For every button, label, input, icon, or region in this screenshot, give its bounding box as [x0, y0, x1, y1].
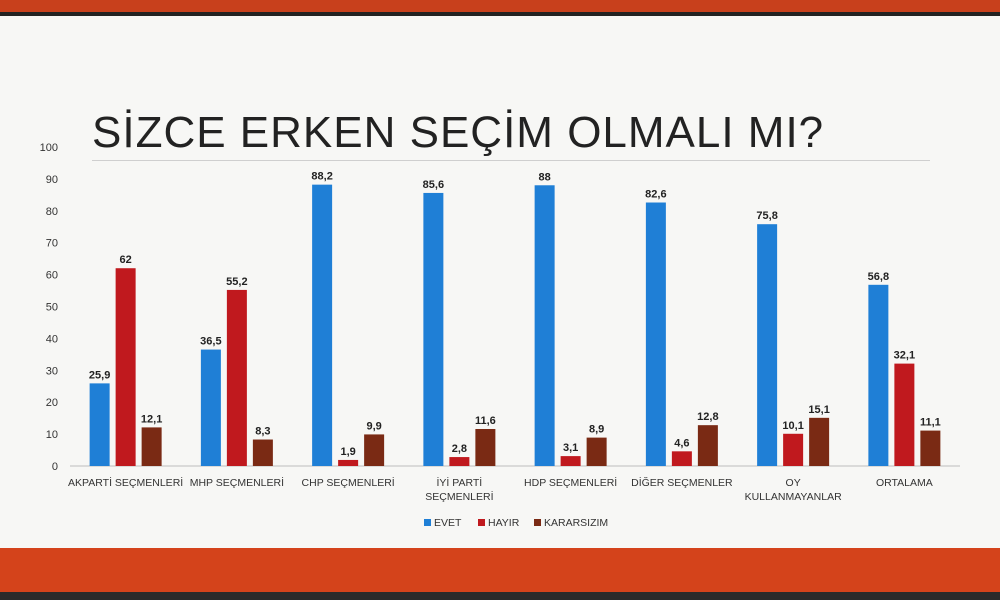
top-accent-band [0, 0, 1000, 12]
bar-evet [200, 349, 221, 466]
category-label: ORTALAMA [876, 477, 933, 489]
bar-hayir [560, 456, 581, 466]
y-tick-label: 30 [46, 365, 58, 377]
data-label: 32,1 [894, 350, 915, 362]
data-label: 3,1 [563, 442, 578, 454]
category-label: MHP SEÇMENLERİ [190, 476, 284, 489]
data-label: 4,6 [674, 437, 689, 449]
data-label: 8,3 [255, 426, 270, 438]
category-label: HDP SEÇMENLERİ [524, 476, 617, 489]
data-label: 12,1 [141, 413, 162, 425]
legend-swatch-evet [424, 519, 431, 526]
category-label: CHP SEÇMENLERİ [302, 476, 395, 489]
bar-hayir [894, 363, 915, 466]
bar-kararsizim [920, 430, 941, 466]
bar-kararsizim [141, 427, 162, 466]
legend-label-evet: EVET [434, 517, 462, 529]
category-label: DİĞER SEÇMENLER [631, 476, 733, 489]
data-label: 2,8 [452, 443, 467, 455]
y-tick-label: 80 [46, 206, 58, 218]
category-label: KULLANMAYANLAR [745, 491, 842, 503]
data-label: 25,9 [89, 369, 110, 381]
data-label: 36,5 [200, 336, 221, 348]
bar-kararsizim [586, 437, 607, 466]
bar-evet [534, 185, 555, 466]
data-label: 55,2 [226, 276, 247, 288]
y-tick-label: 20 [46, 397, 58, 409]
bar-evet [312, 184, 333, 466]
y-tick-label: 40 [46, 333, 58, 345]
bar-evet [89, 383, 110, 466]
bar-kararsizim [475, 428, 496, 466]
bar-kararsizim [364, 434, 385, 466]
top-dark-strip [0, 12, 1000, 16]
bar-hayir [115, 268, 136, 466]
legend-swatch-kararsizim [534, 519, 541, 526]
bar-hayir [783, 433, 804, 466]
legend-label-kararsizim: KARARSIZIM [544, 517, 608, 529]
title-underline [92, 160, 930, 161]
bar-evet [757, 224, 778, 466]
data-label: 12,8 [697, 411, 718, 423]
data-label: 10,1 [782, 420, 803, 432]
bar-kararsizim [252, 439, 273, 466]
y-tick-label: 50 [46, 302, 58, 314]
data-label: 1,9 [340, 446, 355, 458]
bottom-dark-strip [0, 592, 1000, 600]
data-label: 11,6 [475, 415, 496, 427]
category-label: AKPARTİ SEÇMENLERİ [68, 476, 183, 489]
category-label: OY [786, 477, 801, 489]
y-tick-label: 10 [46, 429, 58, 441]
legend-swatch-hayir [478, 519, 485, 526]
data-label: 85,6 [423, 179, 444, 191]
category-label: SEÇMENLERİ [425, 490, 493, 503]
bar-kararsizim [809, 417, 830, 466]
y-tick-label: 90 [46, 174, 58, 186]
bar-evet [868, 284, 889, 466]
y-tick-label: 100 [40, 142, 58, 154]
bar-evet [423, 192, 444, 466]
data-label: 88,2 [311, 171, 332, 183]
chart-title: SİZCE ERKEN SEÇİM OLMALI MI? [92, 108, 825, 157]
y-tick-label: 70 [46, 238, 58, 250]
y-tick-label: 60 [46, 270, 58, 282]
data-label: 15,1 [808, 404, 829, 416]
y-tick-label: 0 [52, 461, 58, 473]
data-label: 9,9 [366, 420, 381, 432]
bar-hayir [449, 457, 470, 466]
legend-label-hayir: HAYIR [488, 517, 520, 529]
bar-hayir [671, 451, 692, 466]
data-label: 75,8 [756, 210, 777, 222]
bar-kararsizim [697, 425, 718, 466]
category-label: İYİ PARTİ [437, 476, 483, 489]
slide-area [0, 16, 1000, 548]
data-label: 88 [539, 171, 551, 183]
bottom-accent-band [0, 548, 1000, 592]
data-label: 62 [120, 254, 132, 266]
data-label: 82,6 [645, 189, 666, 201]
data-label: 56,8 [868, 271, 889, 283]
bar-hayir [226, 289, 247, 466]
data-label: 8,9 [589, 424, 604, 436]
bar-evet [645, 202, 666, 467]
bar-hayir [338, 459, 359, 466]
data-label: 11,1 [920, 417, 941, 429]
